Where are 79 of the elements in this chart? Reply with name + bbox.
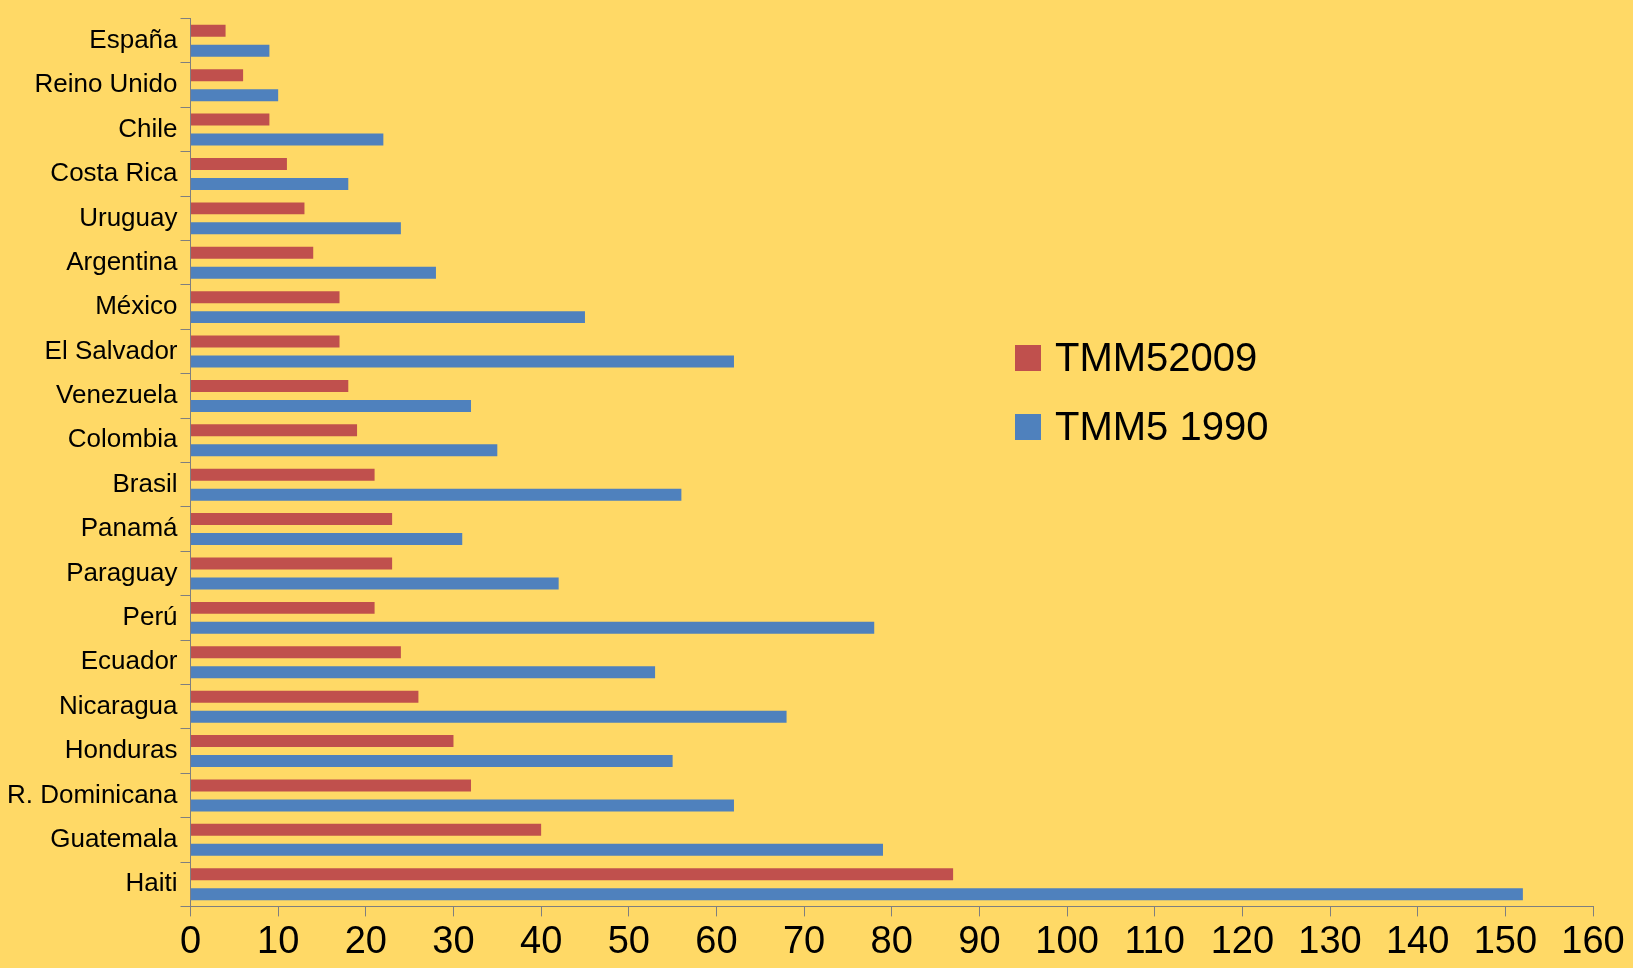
x-tick-label: 0 [179, 918, 202, 961]
bar [191, 24, 226, 37]
x-tick-label: 110 [1124, 918, 1186, 961]
bar [191, 488, 682, 501]
y-tick-label: Panamá [80, 512, 179, 543]
y-tick-label: México [95, 290, 178, 321]
bar [191, 799, 734, 812]
bar [191, 424, 358, 437]
bar [191, 533, 463, 546]
x-tick-label: 60 [695, 918, 738, 961]
bar [191, 601, 375, 614]
y-tick-label: Costa Rica [50, 157, 179, 188]
bar [191, 755, 673, 768]
x-tick-label: 120 [1210, 918, 1275, 961]
y-tick-label: Paraguay [66, 556, 178, 587]
bar [191, 690, 419, 703]
bar [191, 888, 1523, 901]
bar [191, 177, 349, 190]
bar [191, 44, 270, 57]
bar [191, 202, 305, 215]
y-tick-label: Uruguay [79, 201, 178, 232]
y-tick-label: Ecuador [80, 645, 178, 676]
y-tick-label: Nicaragua [59, 689, 179, 720]
bar [191, 868, 954, 881]
bar [191, 646, 401, 659]
bar [191, 577, 559, 590]
x-tick-label: 140 [1385, 918, 1450, 961]
x-tick-label: 130 [1298, 918, 1362, 961]
y-tick-label: Chile [118, 112, 178, 143]
y-tick-label: Argentina [66, 245, 179, 276]
bar [191, 266, 436, 279]
y-tick-label: R. Dominicana [7, 778, 179, 809]
x-tick-label: 70 [782, 918, 826, 961]
x-tick-label: 30 [432, 918, 475, 961]
x-tick-label: 90 [958, 918, 1001, 961]
bar [191, 557, 393, 570]
x-tick-label: 160 [1561, 918, 1625, 961]
bar [191, 222, 401, 235]
bar [191, 779, 472, 792]
bar [191, 379, 349, 392]
legend-label: TMM5 1990 [1055, 404, 1269, 449]
bar [191, 513, 393, 526]
bar [191, 399, 472, 412]
bar [191, 291, 340, 304]
x-tick-label: 50 [607, 918, 650, 961]
x-tick-label: 40 [519, 918, 563, 961]
bar [191, 735, 454, 748]
bar [191, 444, 498, 457]
bar [191, 246, 314, 259]
x-tick-label: 10 [257, 918, 300, 961]
bar [191, 113, 270, 126]
bar [191, 335, 340, 348]
y-tick-label: Venezuela [56, 379, 179, 410]
y-tick-label: Reino Unido [34, 68, 178, 99]
y-tick-label: Honduras [64, 734, 178, 765]
bar [191, 843, 883, 856]
bar [191, 823, 542, 836]
x-tick-label: 150 [1473, 918, 1538, 961]
bar [191, 355, 734, 368]
y-tick-label: Guatemala [50, 822, 179, 853]
bar [191, 157, 287, 170]
bar [191, 133, 384, 146]
x-tick-label: 100 [1035, 918, 1099, 961]
y-tick-label: Colombia [67, 423, 179, 454]
bar [191, 710, 787, 723]
y-tick-label: Perú [122, 601, 178, 632]
bar [191, 621, 875, 634]
legend-label: TMM52009 [1055, 335, 1258, 380]
bar [191, 69, 244, 82]
bar [191, 468, 375, 481]
y-tick-label: Brasil [112, 467, 178, 498]
bar [191, 311, 585, 324]
x-tick-label: 80 [870, 918, 913, 961]
y-tick-label: Haiti [125, 867, 178, 898]
x-tick-label: 20 [344, 918, 387, 961]
bar [191, 89, 279, 102]
y-tick-label: El Salvador [44, 334, 178, 365]
y-tick-label: España [89, 23, 179, 54]
bar [191, 666, 656, 679]
